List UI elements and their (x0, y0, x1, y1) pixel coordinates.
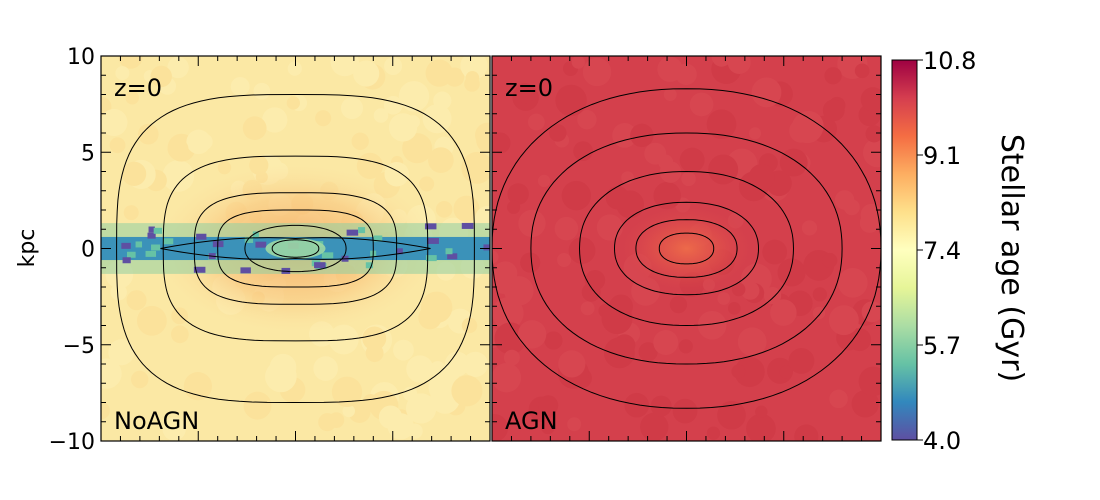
colorbar-tick-label: 5.7 (923, 332, 961, 360)
colorbar-gradient (891, 59, 918, 441)
contour-line (193, 192, 398, 305)
contour-line (217, 209, 374, 288)
colorbar-tick-label: 10.8 (923, 47, 976, 75)
panel-agn-name-label: AGN (505, 407, 558, 435)
y-tick-label: 5 (81, 141, 95, 166)
panel-noagn: z=0 NoAGN (100, 55, 491, 442)
panel-agn-redshift-label: z=0 (505, 74, 553, 102)
y-axis-label: kpc (15, 229, 40, 268)
colorbar: 10.8 9.1 7.4 5.7 4.0 Stellar age (Gyr) (891, 47, 1029, 455)
colorbar-ticks: 10.8 9.1 7.4 5.7 4.0 (917, 47, 976, 455)
contour-line (160, 237, 431, 260)
contour-line (271, 239, 320, 258)
colorbar-label: Stellar age (Gyr) (994, 134, 1029, 382)
colorbar-tick-label: 4.0 (923, 427, 961, 455)
contour-line (244, 224, 347, 273)
contour-lines (116, 93, 475, 404)
panel-agn: z=0 AGN (491, 55, 882, 442)
panel-tick-marks (491, 55, 882, 442)
y-tick-label: −10 (49, 430, 95, 455)
thin-disc (101, 222, 490, 274)
contour-line (635, 219, 738, 278)
contour-lines (492, 88, 881, 409)
contour-line (530, 132, 843, 365)
contour-line (613, 201, 760, 296)
panel-noagn-redshift-label: z=0 (114, 74, 162, 102)
contour-line (658, 232, 715, 265)
colorbar-tick-label: 9.1 (923, 142, 961, 170)
y-tick-label: 0 (81, 238, 95, 263)
colorbar-tick-label: 7.4 (923, 237, 961, 265)
y-tick-labels: 10 5 0 −5 −10 (49, 45, 95, 455)
y-tick-label: 10 (67, 45, 95, 70)
contour-line (578, 170, 795, 327)
panel-noagn-name-label: NoAGN (114, 407, 199, 435)
voronoi-texture (492, 56, 881, 441)
core-age-gradient (616, 203, 757, 294)
contour-line (116, 93, 475, 404)
contour-line (492, 88, 881, 409)
panel-tick-marks (100, 55, 491, 442)
y-tick-label: −5 (63, 334, 95, 359)
